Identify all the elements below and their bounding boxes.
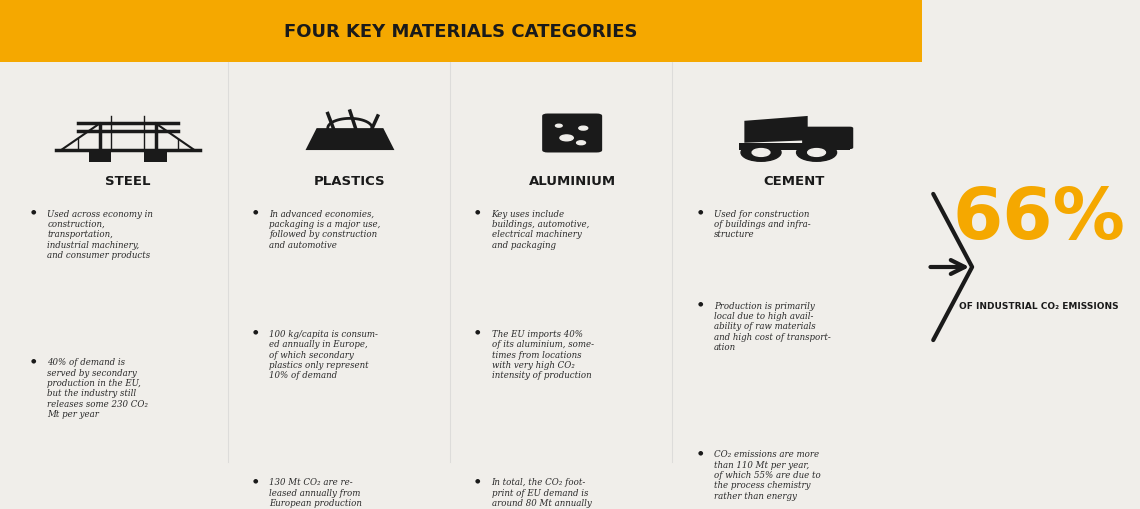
- Text: PLASTICS: PLASTICS: [315, 175, 385, 188]
- Text: CO₂ emissions are more
than 110 Mt per year,
of which 55% are due to
the process: CO₂ emissions are more than 110 Mt per y…: [714, 449, 821, 500]
- Bar: [145, 153, 166, 163]
- Text: 130 Mt CO₂ are re-
leased annually from
European production: 130 Mt CO₂ are re- leased annually from …: [269, 477, 363, 507]
- Text: In advanced economies,
packaging is a major use,
followed by construction
and au: In advanced economies, packaging is a ma…: [269, 209, 381, 249]
- Circle shape: [579, 127, 588, 131]
- Text: ●: ●: [475, 329, 480, 334]
- Text: Key uses include
buildings, automotive,
electrical machinery
and packaging: Key uses include buildings, automotive, …: [491, 209, 589, 249]
- Text: CEMENT: CEMENT: [764, 175, 825, 188]
- Text: The EU imports 40%
of its aluminium, some-
times from locations
with very high C: The EU imports 40% of its aluminium, som…: [491, 329, 594, 380]
- Circle shape: [797, 145, 837, 162]
- Circle shape: [560, 136, 573, 142]
- FancyBboxPatch shape: [0, 0, 922, 63]
- Text: ALUMINIUM: ALUMINIUM: [529, 175, 616, 188]
- Circle shape: [555, 125, 562, 128]
- Text: ●: ●: [698, 449, 702, 455]
- Text: OF INDUSTRIAL CO₂ EMISSIONS: OF INDUSTRIAL CO₂ EMISSIONS: [959, 302, 1118, 311]
- Circle shape: [741, 145, 781, 162]
- Text: 66%: 66%: [952, 184, 1125, 253]
- Text: Used across economy in
construction,
transportation,
industrial machinery,
and c: Used across economy in construction, tra…: [47, 209, 153, 260]
- Polygon shape: [744, 117, 807, 144]
- Bar: [739, 144, 850, 151]
- Text: ●: ●: [475, 209, 480, 214]
- Circle shape: [752, 149, 770, 157]
- Text: ●: ●: [253, 329, 259, 334]
- Text: ●: ●: [475, 477, 480, 483]
- Bar: [89, 153, 111, 163]
- Text: FOUR KEY MATERIALS CATEGORIES: FOUR KEY MATERIALS CATEGORIES: [284, 22, 637, 41]
- Text: ●: ●: [698, 301, 702, 306]
- Text: 40% of demand is
served by secondary
production in the EU,
but the industry stil: 40% of demand is served by secondary pro…: [47, 357, 148, 418]
- Text: ●: ●: [698, 209, 702, 214]
- Text: In total, the CO₂ foot-
print of EU demand is
around 80 Mt annually: In total, the CO₂ foot- print of EU dema…: [491, 477, 592, 507]
- FancyBboxPatch shape: [803, 127, 853, 150]
- Text: ●: ●: [253, 209, 259, 214]
- Text: ●: ●: [253, 477, 259, 483]
- FancyBboxPatch shape: [543, 115, 602, 153]
- Text: Production is primarily
local due to high avail-
ability of raw materials
and hi: Production is primarily local due to hig…: [714, 301, 831, 352]
- Circle shape: [807, 149, 825, 157]
- Text: ●: ●: [31, 209, 36, 214]
- Circle shape: [577, 142, 586, 146]
- Text: STEEL: STEEL: [105, 175, 150, 188]
- Text: Used for construction
of buildings and infra-
structure: Used for construction of buildings and i…: [714, 209, 811, 239]
- Polygon shape: [306, 129, 394, 151]
- Text: ●: ●: [31, 357, 36, 362]
- Text: 100 kg/capita is consum-
ed annually in Europe,
of which secondary
plastics only: 100 kg/capita is consum- ed annually in …: [269, 329, 378, 380]
